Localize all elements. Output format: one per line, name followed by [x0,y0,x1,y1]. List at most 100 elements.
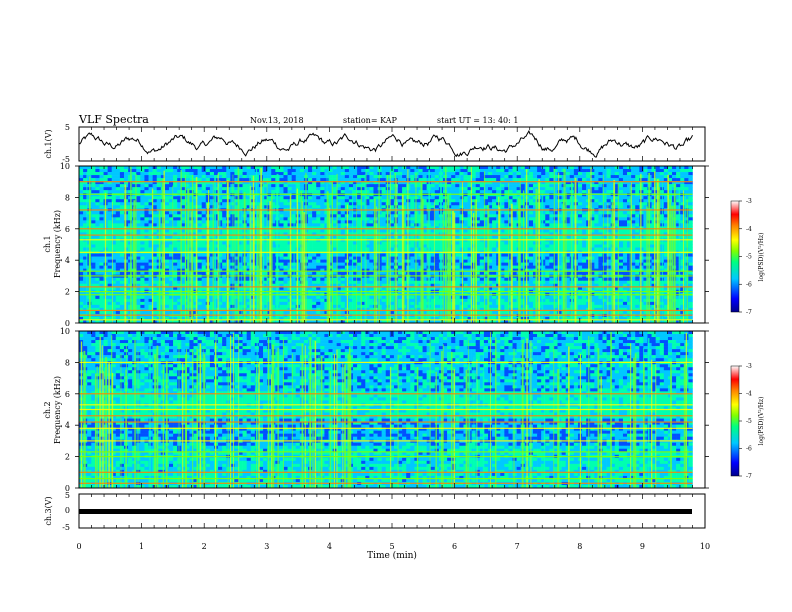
spectrogram-cell [377,181,382,185]
spectrogram-cell [393,259,399,263]
spectrogram-cell [492,229,497,233]
spectrogram-cell [144,259,149,263]
spectrogram-cell [631,202,636,206]
spectrogram-cell [410,172,415,176]
spectrogram-cell [565,211,571,215]
spectrogram-cell [107,214,113,218]
spectrogram-cell [132,172,137,176]
spectrogram-cell [680,199,685,203]
spectrogram-cell [119,256,125,260]
spectrogram-cell [398,229,403,233]
spectrogram-cell [373,181,378,185]
spectrogram-cell [234,199,239,203]
spectrogram-cell [148,202,153,206]
spectrogram-cell [663,166,669,170]
spectrogram-cell [365,205,370,209]
spectrogram-cell [340,175,346,179]
spectrogram-cell [152,229,158,233]
spectrogram-cell [618,205,624,209]
spectrogram-cell [332,241,337,245]
spectrogram-cell [463,259,468,263]
spectrogram-cell [373,196,378,200]
spectrogram-cell [144,214,149,218]
spectrogram-cell [487,202,493,206]
spectrogram-cell [483,166,489,170]
spectrogram-cell [267,175,272,179]
spectrogram-cell [532,175,538,179]
spectrogram-cell [336,196,342,200]
spectrogram-cell [598,184,603,188]
spectrogram-cell [512,247,517,251]
spectrogram-cell [451,199,456,203]
spectrogram-cell [361,214,366,218]
spectrogram-cell [246,166,252,170]
spectrogram-cell [590,196,595,200]
spectrogram-cell [271,214,276,218]
spectrogram-cell [177,214,182,218]
spectrogram-cell [602,217,607,221]
spectrogram-cell [271,211,276,215]
spectrogram-cell [365,169,370,173]
spectrogram-cell [512,214,517,218]
spectrogram-cell [119,205,125,209]
spectrogram-cell [663,187,669,191]
spectrogram-cell [107,247,113,251]
spectrogram-cell [398,244,403,248]
spectrogram-cell [246,217,252,221]
spectrogram-cell [95,235,100,239]
spectrogram-cell [197,199,202,203]
spectrogram-cell [132,196,137,200]
spectrogram-cell [393,235,399,239]
spectrogram-cell [95,217,100,221]
spectrogram-cell [659,169,665,173]
spectrogram-cell [582,178,587,182]
spectrogram-cell [532,205,538,209]
spectrogram-cell [532,217,538,221]
spectrogram-cell [463,169,468,173]
spectrogram-cell [267,169,272,173]
spectrogram-cell [586,172,591,176]
spectrogram-cell [598,253,603,257]
spectrogram-cell [193,166,198,170]
ch1-ylabel: ch.1(V) [44,129,53,158]
spectrogram-cell [115,199,121,203]
spectrogram-cell [377,241,382,245]
spectrogram-cell [299,190,305,194]
spectrogram-cell [504,181,509,185]
spectrogram-cell [242,181,247,185]
spectrogram-cell [618,187,624,191]
spectrogram-cell [389,211,395,215]
spectrogram-cell [553,169,558,173]
spectrogram-cell [467,178,472,182]
spectrogram-cell [422,214,427,218]
spectrogram-cell [209,184,215,188]
spectrogram-cell [602,205,607,209]
spectrogram-cell [622,259,628,263]
spectrogram-cell [545,244,550,248]
spectrogram-cell [667,166,673,170]
spectrogram-cell [602,178,607,182]
spectrogram-cell [651,187,656,191]
spectrogram-cell [132,190,137,194]
spectrogram-cell [369,244,374,248]
spectrogram-cell [201,205,207,209]
spectrogram-cell [140,196,145,200]
spectrogram-cell [99,178,104,182]
spectrogram-cell [598,196,603,200]
spectrogram-cell [594,202,599,206]
spectrogram-cell [651,217,656,221]
spectrogram-cell [148,187,153,191]
spectrogram-cell [332,229,337,233]
spectrogram-cell [115,241,121,245]
spectrogram-cell [91,199,96,203]
spectrogram-cell [332,262,337,266]
spectrogram-cell [639,256,644,260]
spectrogram-cell [663,175,669,179]
spectrogram-cell [181,190,186,194]
spectrogram-cell [263,199,268,203]
spectrogram-cell [688,247,693,251]
spectrogram-cell [471,178,477,182]
spectrogram-cell [189,196,194,200]
spectrogram-cell [508,178,513,182]
spectrogram-cell [598,172,603,176]
